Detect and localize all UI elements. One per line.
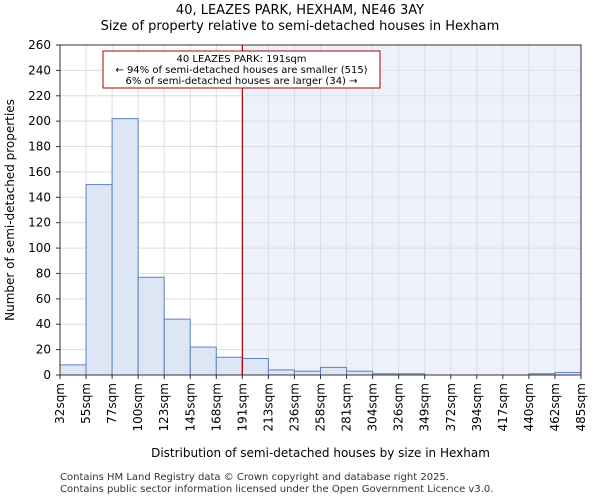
- histogram-bar: [137, 276, 165, 376]
- x-tick-label: 77sqm: [105, 383, 119, 424]
- histogram-bar: [189, 346, 217, 376]
- histogram-bar: [241, 358, 269, 376]
- chart-title-line2: Size of property relative to semi-detach…: [100, 19, 500, 34]
- y-tick-label: 60: [36, 292, 51, 306]
- footer-copyright: Contains HM Land Registry data © Crown c…: [60, 472, 449, 483]
- x-tick-label: 462sqm: [548, 383, 562, 431]
- y-axis-label: Number of semi-detached properties: [3, 99, 17, 321]
- x-tick-label: 55sqm: [79, 383, 93, 424]
- x-tick-label: 123sqm: [157, 383, 171, 431]
- x-tick-label: 32sqm: [53, 383, 67, 424]
- annotation-line1: 40 LEAZES PARK: 191sqm: [177, 54, 307, 65]
- x-tick-label: 394sqm: [470, 383, 484, 431]
- y-tick-label: 240: [28, 63, 51, 77]
- y-tick-label: 100: [28, 241, 51, 255]
- histogram-bar: [293, 370, 322, 376]
- x-tick-label: 145sqm: [183, 383, 197, 431]
- x-tick-label: 191sqm: [235, 383, 249, 431]
- y-tick-label: 220: [28, 89, 51, 103]
- larger-properties-region: [242, 45, 581, 375]
- histogram-bar: [111, 118, 139, 376]
- x-axis-label: Distribution of semi-detached houses by …: [151, 446, 490, 460]
- x-tick-label: 258sqm: [314, 383, 328, 431]
- histogram-bar: [163, 318, 191, 376]
- chart-title-line1: 40, LEAZES PARK, HEXHAM, NE46 3AY: [175, 3, 425, 18]
- x-tick-label: 168sqm: [209, 383, 223, 431]
- y-tick-label: 180: [28, 140, 51, 154]
- x-tick-label: 349sqm: [418, 383, 432, 431]
- x-tick-label: 236sqm: [287, 383, 301, 431]
- footer-licence: Contains public sector information licen…: [60, 484, 494, 495]
- x-tick-label: 372sqm: [444, 383, 458, 431]
- y-tick-label: 120: [28, 216, 51, 230]
- x-tick-label: 100sqm: [131, 383, 145, 431]
- x-tick-label: 440sqm: [522, 383, 536, 431]
- x-tick-label: 213sqm: [261, 383, 275, 431]
- histogram-bar: [346, 370, 374, 376]
- y-tick-label: 260: [28, 38, 51, 52]
- y-tick-label: 20: [36, 343, 51, 357]
- histogram-bar: [215, 356, 243, 376]
- histogram-bar: [59, 364, 87, 376]
- annotation-border: [102, 50, 381, 89]
- y-tick-label: 160: [28, 165, 51, 179]
- x-tick-label: 417sqm: [496, 383, 510, 431]
- annotation-line3: 6% of semi-detached houses are larger (3…: [125, 76, 357, 87]
- histogram-bar: [85, 184, 113, 376]
- y-tick-label: 140: [28, 190, 51, 204]
- annotation-box: 40 LEAZES PARK: 191sqm ← 94% of semi-det…: [102, 50, 381, 89]
- histogram-bar: [320, 366, 348, 376]
- x-tick-label: 485sqm: [574, 383, 588, 431]
- x-tick-label: 326sqm: [392, 383, 406, 431]
- y-tick-label: 80: [36, 266, 51, 280]
- x-tick-label: 304sqm: [366, 383, 380, 431]
- y-tick-label: 40: [36, 317, 51, 331]
- y-tick-label: 0: [43, 368, 51, 382]
- annotation-line2: ← 94% of semi-detached houses are smalle…: [115, 65, 367, 76]
- histogram-bar: [267, 369, 295, 376]
- x-tick-label: 281sqm: [340, 383, 354, 431]
- y-tick-label: 200: [28, 114, 51, 128]
